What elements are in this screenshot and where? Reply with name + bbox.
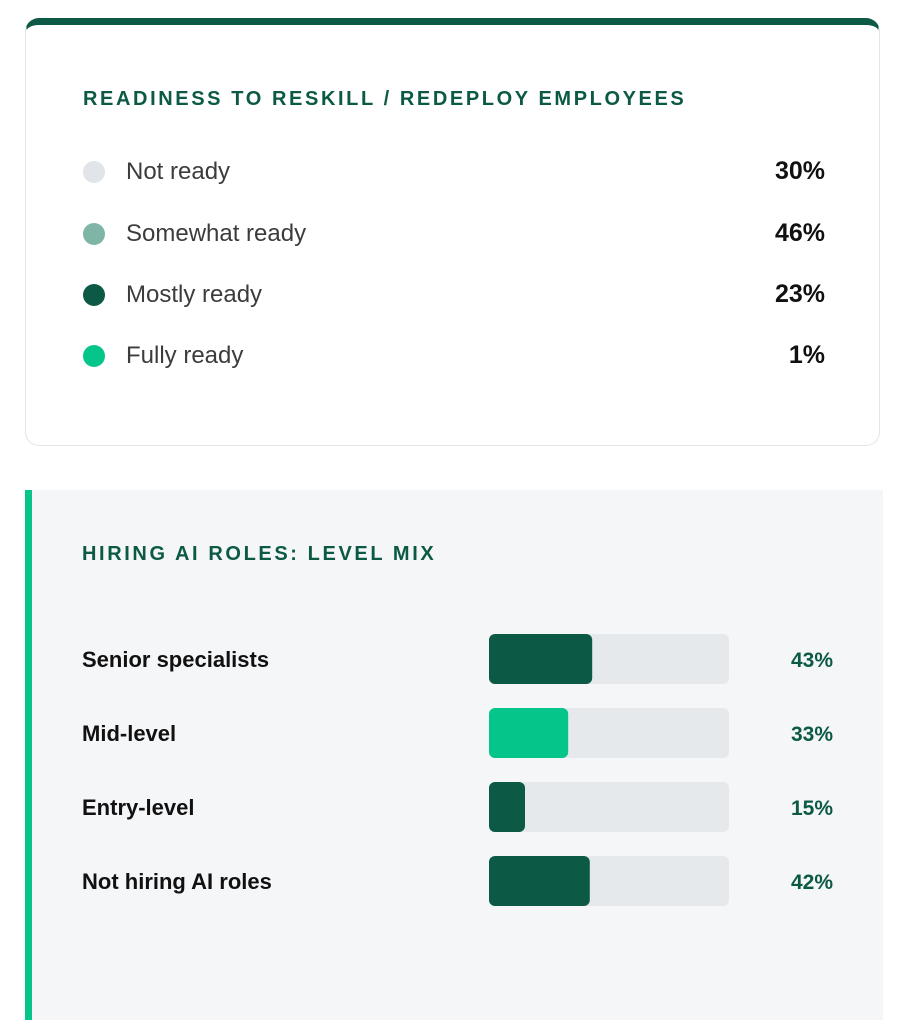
bar-track-entry-level [489,782,729,832]
legend-label: Mostly ready [126,281,263,308]
readiness-title: READINESS TO RESKILL / REDEPLOY EMPLOYEE… [83,88,687,110]
legend-row-mostly-ready: Mostly ready 23% [83,275,825,315]
bar-entry-level [489,782,525,832]
readiness-card: READINESS TO RESKILL / REDEPLOY EMPLOYEE… [25,18,880,446]
bar-label-mid-level: Mid-level [82,721,176,746]
bar-senior-specialists [489,634,593,684]
bar-label-not-hiring-ai-roles: Not hiring AI roles [82,869,272,894]
legend-dot-icon [83,284,105,306]
legend-label: Not ready [126,158,231,185]
hiring-bar-chart: Senior specialists 43% Mid-level 33% Entry-l… [82,634,833,906]
legend-value: 46% [774,219,825,247]
legend-value: 23% [774,280,825,308]
bar-value-entry-level: 15% [791,797,833,820]
bar-value-not-hiring-ai-roles: 42% [791,871,833,894]
legend-row-not-ready: Not ready 30% [83,152,825,192]
legend-value: 1% [788,341,825,369]
hiring-card: Senior specialists 43% Mid-level 33% Entry-l… [25,490,883,1020]
bar-label-entry-level: Entry-level [82,795,195,820]
bar-not-hiring-ai-roles [489,856,590,906]
bar-label-senior-specialists: Senior specialists [82,647,269,672]
bar-mid-level [489,708,569,758]
legend-dot-icon [83,345,105,367]
bar-value-senior-specialists: 43% [791,649,833,672]
legend-label: Fully ready [126,342,244,369]
legend-value: 30% [774,157,825,185]
legend-row-fully-ready: Fully ready 1% [83,336,825,376]
hiring-title: HIRING AI ROLES: LEVEL MIX [82,543,437,565]
bar-value-mid-level: 33% [791,723,833,746]
legend-row-somewhat-ready: Somewhat ready 46% [83,214,825,254]
legend-dot-icon [83,161,105,183]
legend-dot-icon [83,223,105,245]
legend-label: Somewhat ready [126,220,307,247]
